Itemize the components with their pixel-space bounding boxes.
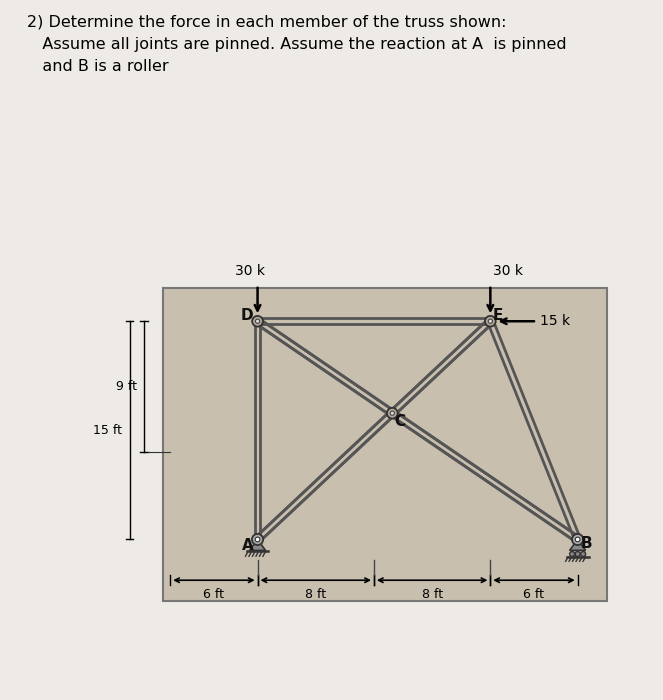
Text: C: C [394,414,405,429]
Text: D: D [241,308,254,323]
Circle shape [575,552,580,556]
Circle shape [252,534,263,545]
Circle shape [387,408,398,419]
Circle shape [488,319,493,323]
Circle shape [581,552,585,556]
Text: 8 ft: 8 ft [422,588,443,601]
Text: 15 ft: 15 ft [93,424,122,437]
Text: E: E [493,308,503,323]
Polygon shape [570,540,585,550]
Polygon shape [249,540,266,550]
Text: 8 ft: 8 ft [305,588,326,601]
Text: 30 k: 30 k [493,264,523,278]
Circle shape [570,552,575,556]
Text: 30 k: 30 k [235,264,265,278]
Circle shape [252,316,263,327]
Bar [163,288,607,601]
Circle shape [575,537,580,542]
Circle shape [391,411,394,415]
Text: A: A [241,538,253,553]
Circle shape [255,537,260,542]
Circle shape [572,534,583,545]
Text: 6 ft: 6 ft [204,588,224,601]
Circle shape [485,316,496,327]
Text: B: B [581,536,592,552]
Text: 6 ft: 6 ft [524,588,544,601]
Text: 2) Determine the force in each member of the truss shown:
   Assume all joints a: 2) Determine the force in each member of… [27,15,566,74]
Text: 15 k: 15 k [540,314,570,328]
Circle shape [255,319,260,323]
Text: 9 ft: 9 ft [116,380,137,393]
